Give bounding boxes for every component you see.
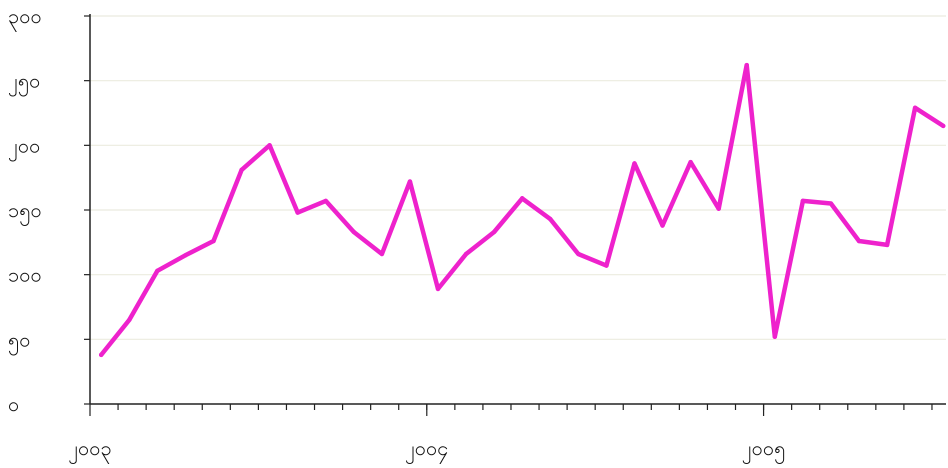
data-point: [576, 251, 581, 257]
x-tick-label: ၂၀၀၃: [68, 436, 112, 464]
data-point: [604, 263, 609, 268]
data-point: [632, 161, 637, 166]
data-point: [463, 251, 469, 257]
x-axis-ticks: ၂၀၀၃ ၂၀၀၄ ၂၀၀၅: [68, 404, 933, 464]
series-layer: [98, 62, 946, 358]
data-point: [800, 198, 806, 204]
data-point: [940, 123, 946, 129]
data-point: [267, 143, 272, 148]
y-tick-label: ၂၀၀: [8, 133, 40, 161]
data-point: [407, 179, 413, 184]
x-tick-label: ၂၀၀၄: [405, 436, 449, 464]
data-point: [351, 229, 357, 235]
data-point: [520, 196, 525, 201]
y-tick-label: ၁၅၀: [8, 198, 42, 226]
y-tick-label: ၃၀၀: [8, 4, 42, 32]
data-point: [323, 198, 328, 204]
data-point: [435, 286, 441, 292]
data-point: [379, 251, 385, 257]
data-point: [548, 216, 553, 222]
data-point: [211, 238, 216, 244]
data-point: [856, 238, 862, 244]
y-axis-ticks: ၀ ၅၀ ၁၀၀ ၁၅၀ ၂၀၀ ၂၅၀ ၃၀၀: [8, 4, 90, 416]
data-point: [716, 206, 721, 211]
data-point: [744, 62, 749, 68]
y-tick-label: ၂၅၀: [8, 69, 40, 97]
data-point: [127, 317, 132, 323]
data-point: [772, 334, 777, 339]
data-point: [912, 105, 918, 111]
y-tick-label: ၀: [8, 392, 19, 416]
x-tick-label: ၂၀၀၅: [742, 436, 786, 464]
axes: [89, 14, 946, 405]
y-tick-label: ၁၀၀: [8, 263, 42, 287]
data-point: [828, 201, 834, 206]
data-point: [99, 352, 104, 358]
data-point: [155, 268, 160, 273]
data-point: [660, 223, 665, 228]
data-point: [239, 167, 244, 173]
data-point: [183, 253, 188, 258]
data-point: [688, 159, 693, 165]
data-point: [884, 242, 890, 248]
data-point: [295, 210, 300, 215]
y-tick-label: ၅၀: [8, 327, 31, 355]
data-point: [491, 229, 497, 235]
grid-lines: [90, 15, 946, 340]
